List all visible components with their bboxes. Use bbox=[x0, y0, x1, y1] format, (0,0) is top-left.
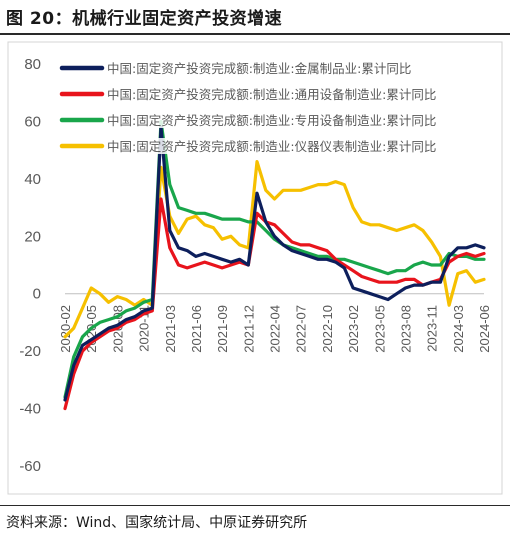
title-divider bbox=[0, 33, 510, 35]
x-tick-label: 2023-05 bbox=[372, 305, 387, 353]
y-tick-label: 0 bbox=[33, 286, 41, 303]
x-tick-label: 2024-03 bbox=[451, 305, 466, 353]
x-tick-label: 2020-02 bbox=[58, 305, 73, 353]
x-tick-label: 2024-06 bbox=[477, 305, 492, 353]
legend-label: 中国:固定资产投资完成额:制造业:金属制品业:累计同比 bbox=[107, 61, 411, 76]
series-line bbox=[63, 119, 486, 399]
legend-background bbox=[100, 86, 470, 102]
x-tick-label: 2022-10 bbox=[320, 305, 335, 353]
x-axis: 2020-02 2020-05 2020-08 2020-11 2021-03 2021-… bbox=[58, 305, 492, 353]
x-tick-label: 2022-04 bbox=[268, 305, 283, 353]
x-tick-label: 2023-02 bbox=[346, 305, 361, 353]
x-tick-label: 2022-07 bbox=[294, 305, 309, 353]
legend-background bbox=[100, 60, 470, 76]
y-tick-label: 60 bbox=[24, 113, 41, 130]
y-tick-label: -20 bbox=[19, 343, 41, 360]
y-tick-label: 80 bbox=[24, 56, 41, 73]
x-tick-label: 2021-12 bbox=[241, 305, 256, 353]
legend-background bbox=[100, 138, 470, 154]
y-tick-label: 20 bbox=[24, 228, 41, 245]
series-line bbox=[63, 125, 486, 402]
y-tick-label: 40 bbox=[24, 171, 41, 188]
y-tick-label: -60 bbox=[19, 458, 41, 475]
x-tick-label: 2021-09 bbox=[215, 305, 230, 353]
figure-title: 图 20：机械行业固定资产投资增速 bbox=[6, 9, 283, 29]
legend-background bbox=[100, 112, 470, 128]
chart: -60 -40 -20 0 20 40 60 80 2020-02 2020-05 2020-08… bbox=[7, 41, 503, 495]
series-group bbox=[63, 119, 486, 411]
footer-divider bbox=[0, 505, 510, 506]
chart-border bbox=[7, 41, 503, 495]
y-axis: -60 -40 -20 0 20 40 60 80 bbox=[19, 56, 41, 475]
x-tick-label: 2021-06 bbox=[189, 305, 204, 353]
x-tick-label: 2021-03 bbox=[163, 305, 178, 353]
legend-label: 中国:固定资产投资完成额:制造业:通用设备制造业:累计同比 bbox=[107, 87, 436, 102]
series-line bbox=[63, 160, 486, 339]
x-tick-label: 2023-11 bbox=[425, 305, 440, 352]
x-tick-label: 2023-08 bbox=[398, 305, 413, 353]
series-line bbox=[63, 197, 486, 411]
legend: 中国:固定资产投资完成额:制造业:金属制品业:累计同比中国:固定资产投资完成额:… bbox=[59, 60, 470, 154]
source-note: 资料来源：Wind、国家统计局、中原证券研究所 bbox=[6, 515, 308, 531]
y-tick-label: -40 bbox=[19, 401, 41, 418]
legend-label: 中国:固定资产投资完成额:制造业:仪器仪表制造业:累计同比 bbox=[107, 139, 436, 154]
legend-label: 中国:固定资产投资完成额:制造业:专用设备制造业:累计同比 bbox=[107, 113, 436, 128]
